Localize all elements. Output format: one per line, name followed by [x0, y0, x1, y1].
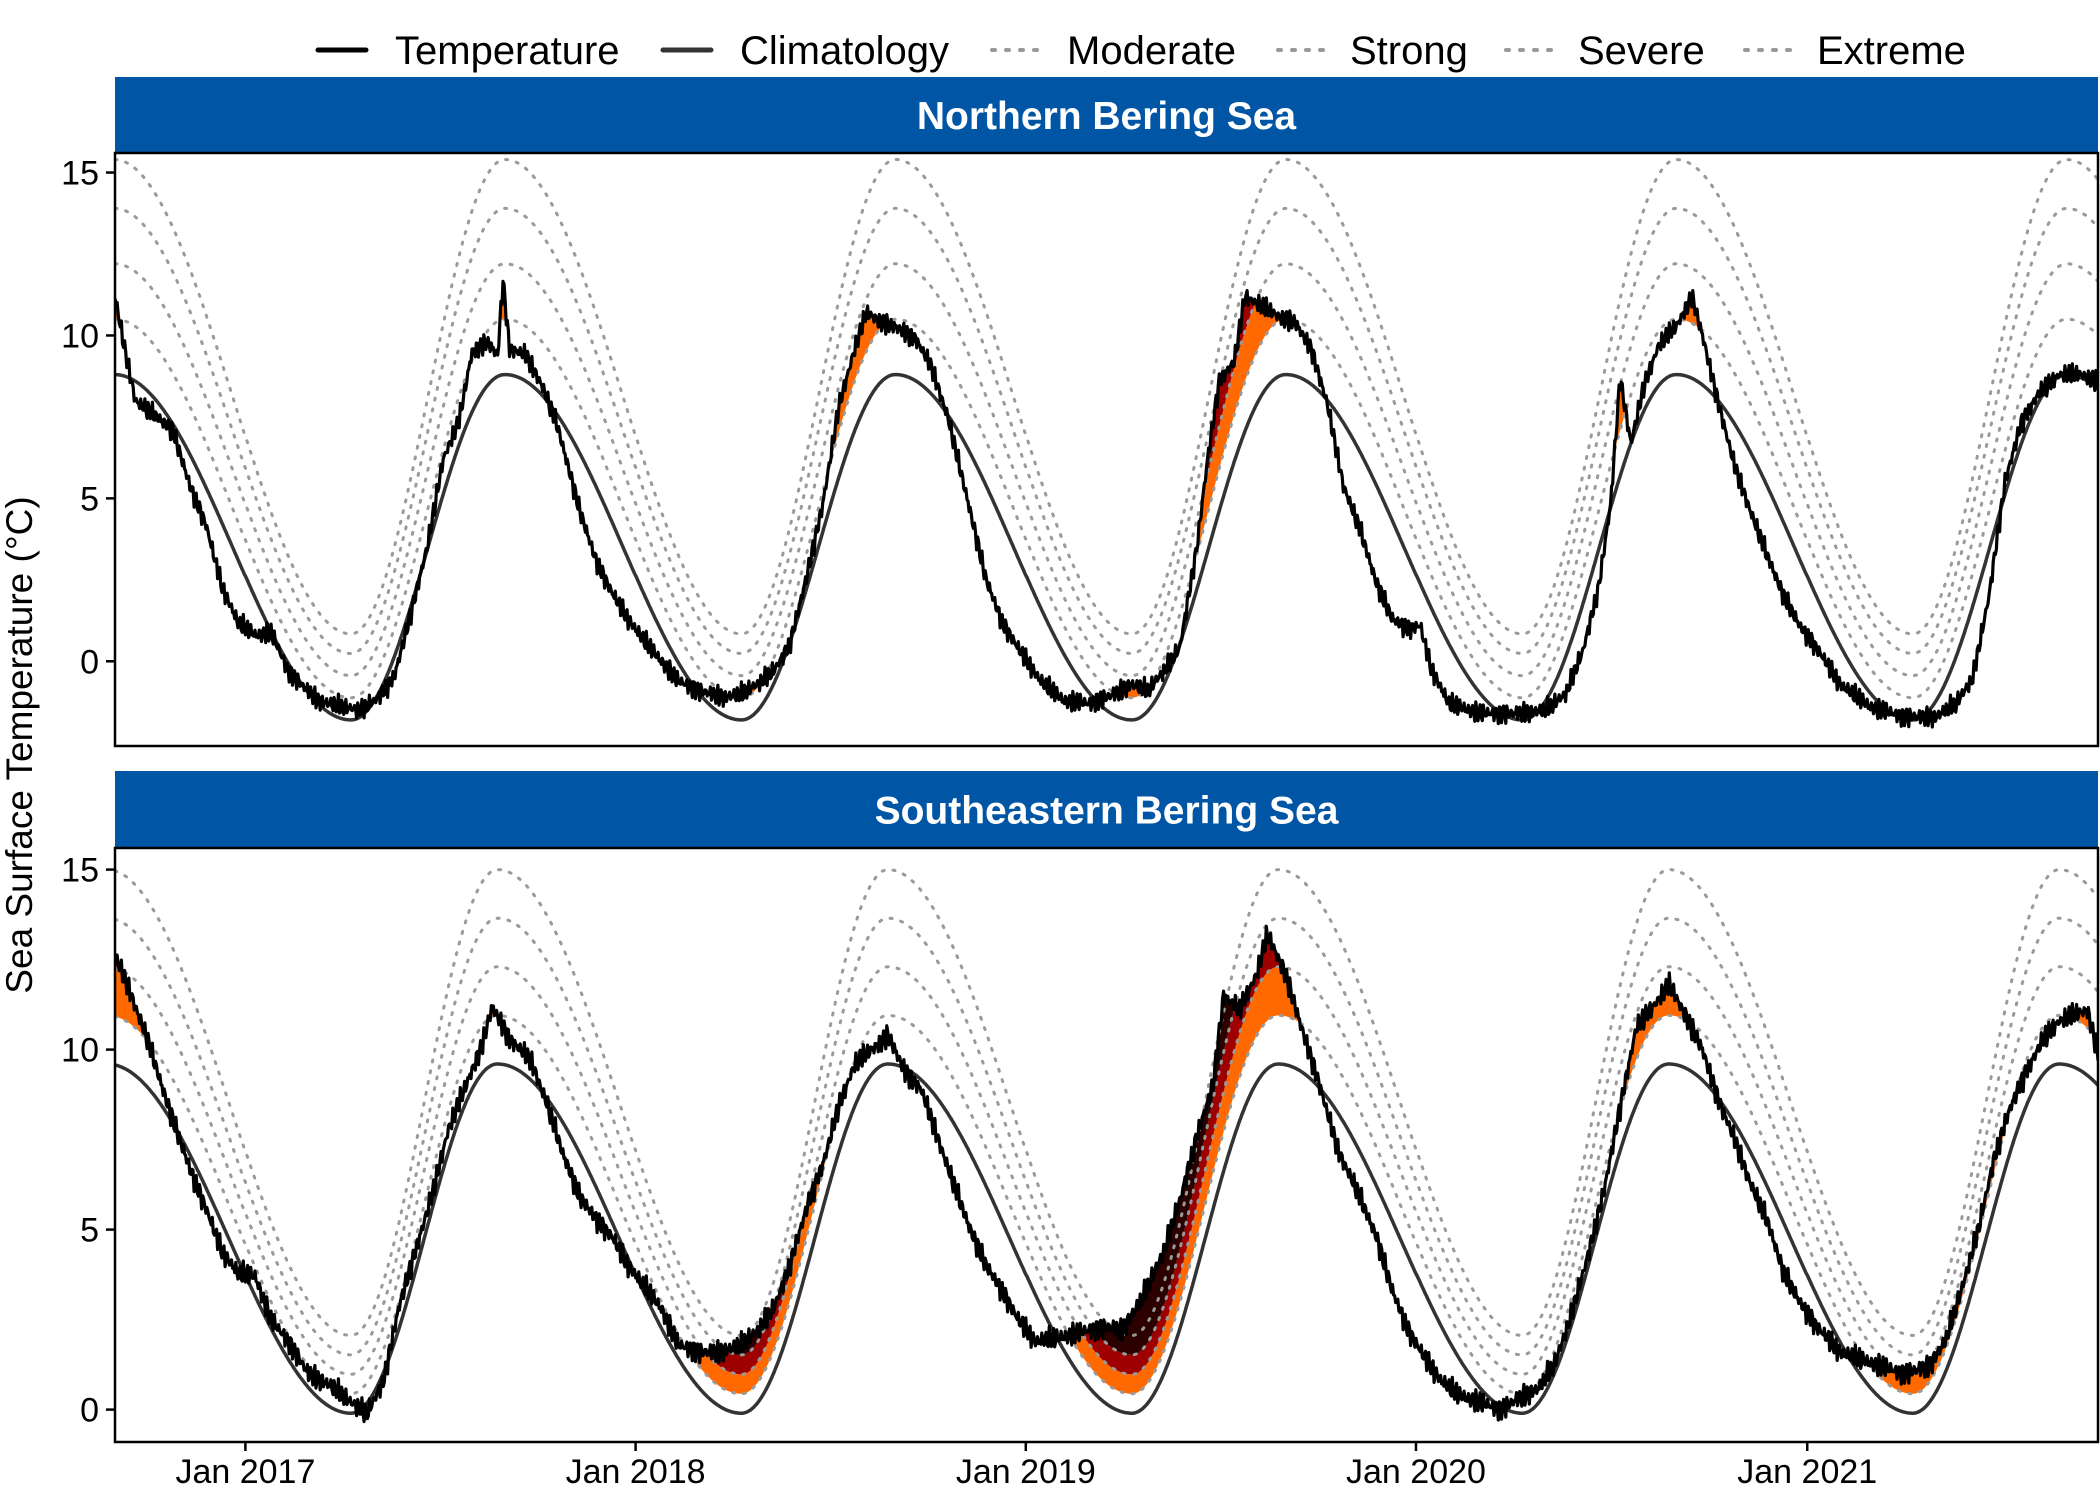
y-axis-title: Sea Surface Temperature (°C) [0, 496, 40, 993]
x-tick-label: Jan 2017 [175, 1453, 315, 1491]
panel-border [113, 151, 2100, 748]
y-tick-label: 15 [61, 155, 99, 193]
heatwave-fill-strong [1878, 1232, 1976, 1394]
threshold-line-strong [115, 262, 2098, 678]
legend-label-strong: Strong [1350, 29, 1468, 73]
temperature-line [115, 924, 2098, 1424]
legend-label-climatology: Climatology [740, 29, 949, 73]
y-tick-label: 0 [80, 1392, 99, 1430]
y-tick-label: 0 [80, 643, 99, 681]
x-tick-label: Jan 2020 [1346, 1453, 1486, 1491]
y-tick-label: 10 [61, 1032, 99, 1070]
y-tick-label: 10 [61, 317, 99, 355]
temperature-line [115, 279, 2098, 729]
y-tick-label: 5 [80, 1212, 99, 1250]
threshold-line-extreme [115, 868, 2098, 1337]
plot-area [115, 158, 2098, 729]
legend-label-moderate: Moderate [1067, 29, 1236, 73]
legend-item-severe: Severe [1504, 29, 1705, 73]
x-tick-label: Jan 2019 [956, 1453, 1096, 1491]
legend: Temperature Climatology Moderate Strong Seve… [315, 29, 1966, 73]
heatwave-fill-severe [1083, 926, 1281, 1375]
heatwave-fill-severe [1204, 290, 1256, 489]
legend-item-strong: Strong [1276, 29, 1468, 73]
climatology-line [115, 372, 2098, 722]
legend-label-severe: Severe [1578, 29, 1705, 73]
strip-label: Northern Bering Sea [917, 95, 1297, 138]
legend-label-extreme: Extreme [1817, 29, 1966, 73]
y-tick-label: 15 [61, 852, 99, 890]
threshold-line-extreme [115, 158, 2098, 636]
x-tick-label: Jan 2018 [566, 1453, 706, 1491]
legend-label-temperature: Temperature [395, 29, 620, 73]
panel-northern-bering-sea: Northern Bering Sea 0 5 10 15 [61, 77, 2100, 748]
panel-border [113, 846, 2100, 1444]
threshold-line-moderate [115, 317, 2098, 700]
legend-item-temperature: Temperature [315, 29, 620, 73]
strip-background [115, 77, 2098, 153]
heatwave-fill-strong [696, 1138, 831, 1394]
threshold-line-strong [115, 965, 2098, 1376]
heatwave-fill-strong [1194, 295, 1281, 563]
strip-background [115, 771, 2098, 848]
heatwave-fill-strong [1072, 966, 1300, 1394]
climatology-line [115, 1062, 2098, 1415]
legend-item-extreme: Extreme [1743, 29, 1966, 73]
heatwave-fill-strong [828, 305, 881, 472]
x-axis: Jan 2017 Jan 2018 Jan 2019 Jan 2020 Jan 2021 [175, 1442, 1877, 1491]
heatwave-fill-strong [1621, 972, 1684, 1106]
threshold-line-severe [115, 916, 2098, 1357]
legend-item-climatology: Climatology [660, 29, 949, 73]
legend-item-moderate: Moderate [990, 29, 1236, 73]
panel-southeastern-bering-sea: Southeastern Bering Sea 0 5 10 15 [61, 771, 2100, 1444]
y-tick-label: 5 [80, 480, 99, 518]
strip-label: Southeastern Bering Sea [875, 790, 1339, 833]
x-tick-label: Jan 2021 [1737, 1453, 1877, 1491]
plot-area [115, 868, 2098, 1424]
